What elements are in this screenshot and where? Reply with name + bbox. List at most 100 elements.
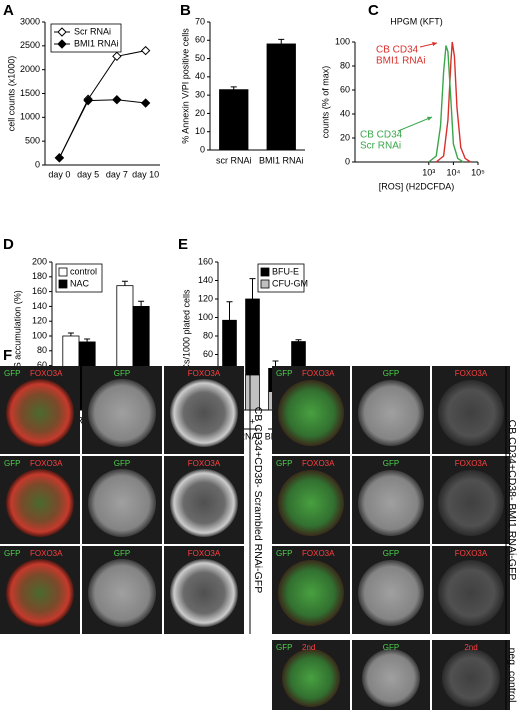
legend-label: BMI1 RNAi [74,38,119,48]
legend-label: BFU-E [272,266,299,276]
bar [219,89,249,151]
y-axis-label: cell counts (x1000) [6,56,16,132]
y-axis-label: % Annexin V/PI positive cells [180,28,190,144]
y-tick-label: 2000 [20,64,40,74]
panel-letter: C [368,2,379,19]
cell [278,380,344,446]
legend-swatch [260,267,270,277]
channel-label: GFP [114,549,130,558]
channel-label: GFP [276,369,292,378]
error-bar [295,339,302,342]
bar-segment [245,374,260,411]
y-tick-label: 100 [32,330,47,340]
chart-title: HPGM (KFT) [390,16,443,26]
side-label: neg. control [506,648,518,703]
y-tick-label: 140 [32,301,47,311]
series-line [428,45,464,163]
legend-swatch [58,279,68,289]
cell [88,559,156,627]
y-tick-label: 120 [198,293,213,303]
error-bar [67,332,74,336]
arrow-head [432,41,437,47]
series-line [58,50,146,159]
y-tick-label: 50 [195,53,205,63]
y-tick-label: 2500 [20,40,40,50]
y-tick-label: 60 [37,360,47,370]
error-bar [84,338,91,342]
y-tick-label: 80 [340,60,350,70]
series-line [435,41,471,163]
error-bar [230,86,237,90]
marker [112,94,122,105]
x-tick-label: BMI1 RNAi [259,155,304,165]
cell [88,379,156,447]
channel-label: FOXO3A [30,459,63,468]
marker [140,98,151,108]
x-tick-label: 10³ [422,167,435,177]
y-tick-label: 60 [203,349,213,359]
legend-marker [57,27,67,37]
channel-label: GFP [276,549,292,558]
legend-swatch [58,267,68,277]
cell [362,649,420,707]
y-tick-label: 200 [32,256,47,266]
x-tick-label: scr RNAi [216,155,252,165]
y-tick-label: 20 [195,108,205,118]
x-tick-label: 10⁴ [446,167,460,177]
y-tick-label: 70 [195,16,205,26]
cell [438,560,504,626]
y-axis-label: counts (% of max) [320,66,330,139]
panel-letter: A [3,2,14,19]
annotation: CB CD34 [376,45,419,56]
y-tick-label: 0 [200,144,205,154]
x-axis-label: [ROS] (H2DCFDA) [379,181,455,191]
y-tick-label: 100 [335,36,350,46]
panel-letter: D [3,236,14,253]
y-tick-label: 120 [32,316,47,326]
legend-swatch [260,279,270,289]
channel-label: GFP [4,369,20,378]
channel-label: GFP [383,459,399,468]
marker [83,95,93,106]
bar [266,43,296,151]
y-tick-label: 500 [25,136,40,146]
channel-label: GFP [276,643,292,652]
channel-label: FOXO3A [188,459,221,468]
channel-label: FOXO3A [188,549,221,558]
cell [88,469,156,537]
channel-label: GFP [114,369,130,378]
y-axis-label: CFCs/1000 plated cells [181,289,191,383]
y-tick-label: 180 [32,271,47,281]
y-tick-label: 30 [195,90,205,100]
channel-label: GFP [4,549,20,558]
arrow-head [427,116,432,121]
y-tick-label: 20 [340,132,350,142]
marker [112,51,122,62]
channel-label: GFP [383,549,399,558]
legend-label: NAC [70,278,90,288]
series-line [58,99,146,159]
channel-label: FOXO3A [30,369,63,378]
x-tick-label: day 10 [132,169,159,179]
y-tick-label: 160 [198,256,213,266]
channel-label: GFP [383,369,399,378]
channel-label: FOXO3A [188,369,221,378]
error-bar [278,38,285,44]
annotation: BMI1 RNAi [376,56,425,67]
bar-segment [245,298,260,376]
annotation-arrow [397,116,433,132]
legend-label: Scr RNAi [74,26,111,36]
y-tick-label: 40 [340,108,350,118]
channel-label: GFP [383,643,399,652]
marker [140,45,151,56]
channel-label: GFP [114,459,130,468]
y-tick-label: 80 [203,330,213,340]
cell [6,559,74,627]
cell [6,469,74,537]
error-bar [226,301,233,321]
legend-marker [57,39,67,49]
error-bar [249,278,256,299]
y-tick-label: 60 [195,35,205,45]
